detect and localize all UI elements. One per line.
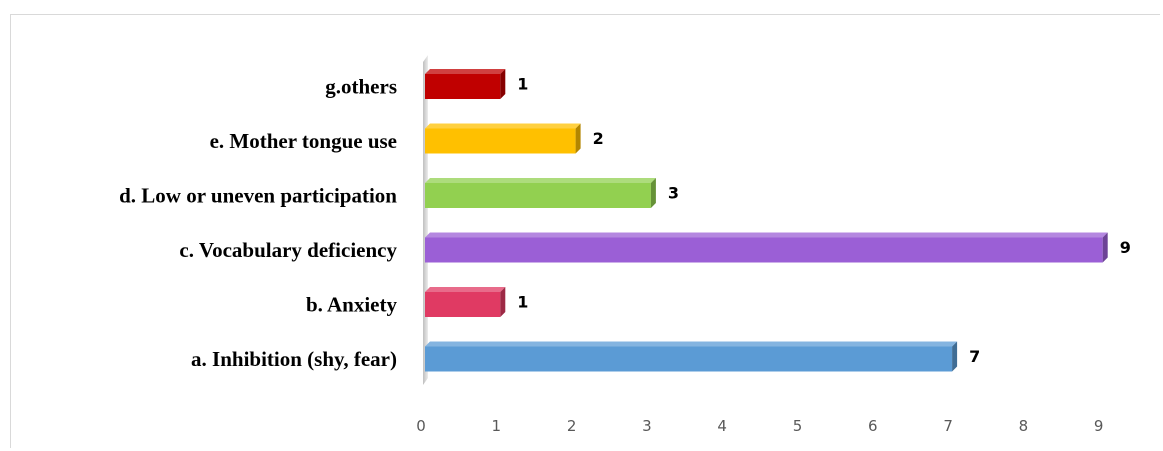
x-tick-label: 0 bbox=[416, 417, 426, 435]
data-label: 2 bbox=[593, 129, 604, 148]
bar-3 bbox=[425, 232, 1108, 263]
bar-front bbox=[425, 74, 501, 99]
bar-front bbox=[425, 183, 651, 208]
category-label: d. Low or uneven participation bbox=[119, 184, 397, 208]
data-label: 1 bbox=[517, 75, 528, 94]
data-label: 9 bbox=[1120, 238, 1131, 257]
bar-2 bbox=[425, 287, 506, 317]
x-axis-ticks: 0 1 2 3 4 5 6 7 8 9 bbox=[416, 417, 1103, 435]
bars-group bbox=[425, 69, 1108, 372]
axis-wall-face bbox=[423, 55, 428, 385]
bar-top bbox=[425, 123, 581, 129]
bar-top bbox=[425, 232, 1108, 238]
bar-side bbox=[500, 287, 506, 317]
bar-side bbox=[500, 69, 506, 99]
bar-4 bbox=[425, 178, 656, 208]
category-label: a. Inhibition (shy, fear) bbox=[191, 347, 397, 371]
x-tick-label: 1 bbox=[492, 417, 502, 435]
x-tick-label: 6 bbox=[868, 417, 878, 435]
x-tick-label: 4 bbox=[717, 417, 727, 435]
x-tick-label: 2 bbox=[567, 417, 577, 435]
category-label: c. Vocabulary deficiency bbox=[179, 238, 397, 262]
bar-front bbox=[425, 128, 576, 154]
bar-6 bbox=[425, 69, 506, 99]
x-tick-label: 3 bbox=[642, 417, 652, 435]
category-label: e. Mother tongue use bbox=[210, 129, 397, 153]
data-label: 7 bbox=[969, 347, 980, 366]
x-tick-label: 9 bbox=[1094, 417, 1104, 435]
category-axis-wall bbox=[423, 55, 428, 385]
category-label: g.others bbox=[325, 75, 397, 99]
bar-side bbox=[952, 341, 958, 372]
bar-side bbox=[650, 178, 656, 208]
x-tick-label: 7 bbox=[943, 417, 953, 435]
bar-side bbox=[575, 123, 581, 154]
data-label: 1 bbox=[517, 293, 528, 312]
bar-front bbox=[425, 292, 501, 317]
category-labels: g.others e. Mother tongue use d. Low or un… bbox=[119, 75, 397, 372]
bar-top bbox=[425, 287, 506, 292]
chart-frame bbox=[10, 14, 1160, 448]
bar-1 bbox=[425, 341, 958, 372]
bar-top bbox=[425, 341, 958, 347]
x-tick-label: 5 bbox=[793, 417, 803, 435]
bar-front bbox=[425, 237, 1103, 263]
bar-side bbox=[1102, 232, 1108, 263]
bar-front bbox=[425, 346, 953, 372]
bar-top bbox=[425, 178, 656, 183]
category-label: b. Anxiety bbox=[306, 293, 398, 317]
x-tick-label: 8 bbox=[1019, 417, 1029, 435]
bar-top bbox=[425, 69, 506, 74]
bar-5 bbox=[425, 123, 581, 154]
data-labels: 1 2 3 9 1 7 bbox=[517, 75, 1131, 367]
data-label: 3 bbox=[668, 184, 679, 203]
